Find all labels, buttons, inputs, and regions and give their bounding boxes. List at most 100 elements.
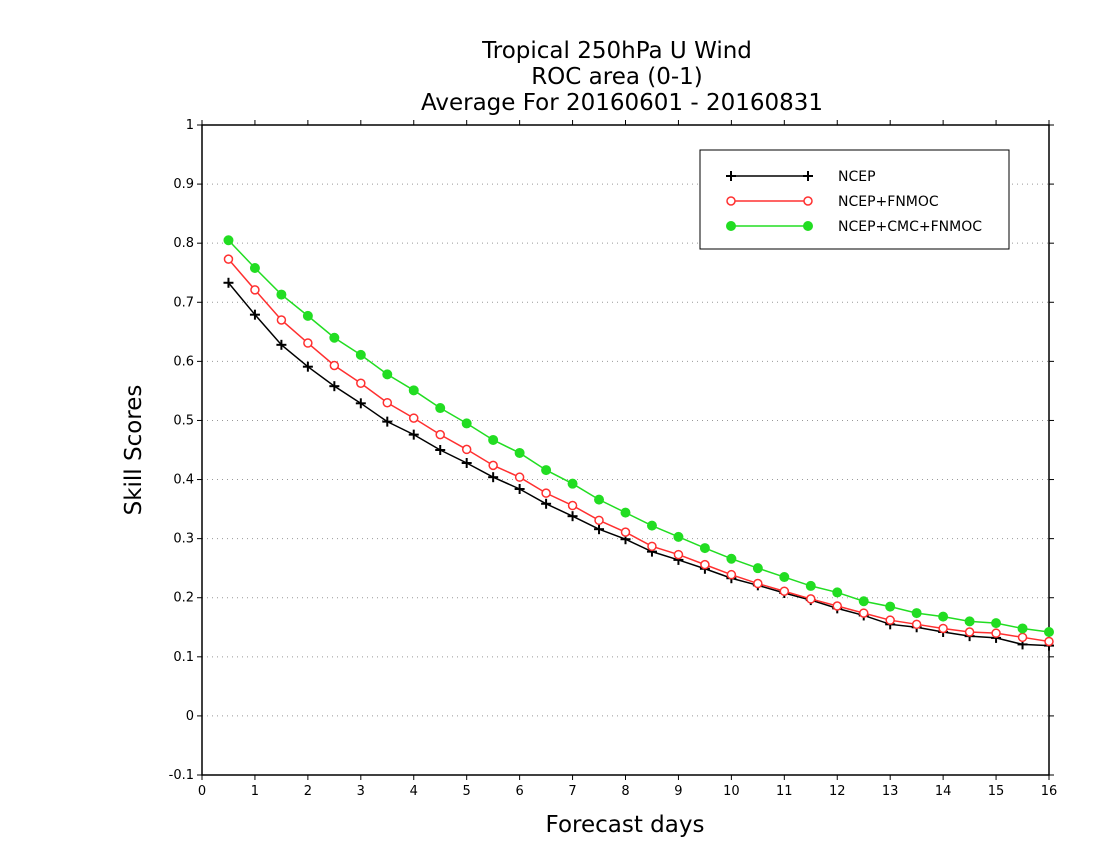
data-point: [276, 289, 287, 300]
data-point: [514, 484, 525, 494]
data-point: [382, 397, 393, 408]
data-point: [514, 447, 525, 458]
y-tick-label: 0.5: [173, 413, 194, 428]
legend-marker: [803, 221, 813, 231]
x-tick-label: 0: [198, 784, 206, 799]
x-tick-label: 2: [304, 784, 312, 799]
data-point: [938, 623, 948, 634]
data-point: [461, 444, 472, 455]
data-point: [673, 531, 684, 542]
y-tick-label: 0.8: [173, 236, 194, 251]
data-point: [223, 235, 234, 246]
y-tick-label: 0.7: [173, 295, 194, 310]
chart-title-line-1: Tropical 250hPa U Wind: [481, 38, 752, 64]
data-point: [408, 429, 419, 440]
x-tick-label: 10: [723, 784, 740, 799]
data-point: [303, 338, 313, 348]
data-point: [991, 618, 1002, 629]
x-tick-label: 3: [357, 784, 365, 799]
data-point: [858, 596, 869, 607]
data-point: [832, 601, 842, 611]
data-point: [832, 587, 843, 598]
data-point: [461, 458, 472, 468]
series-ncep-fnmoc: [223, 254, 1054, 647]
legend-marker: [726, 221, 736, 231]
series-line: [227, 258, 1050, 643]
axis-ticks: -0.100.10.20.30.40.50.60.70.80.910 1 2 3 4 5 6…: [169, 118, 1058, 799]
data-point: [806, 594, 816, 604]
data-point: [461, 418, 472, 429]
series-line: [227, 239, 1050, 633]
data-point: [355, 349, 366, 360]
data-point: [964, 616, 975, 627]
data-point: [541, 465, 552, 476]
series-layer: [223, 235, 1054, 651]
data-point: [329, 381, 340, 392]
data-point: [541, 488, 551, 498]
legend-marker: [726, 171, 736, 181]
x-tick-label: 14: [935, 784, 952, 799]
data-point: [779, 572, 790, 583]
x-tick-label: 13: [882, 784, 899, 799]
data-point: [673, 549, 684, 560]
data-point: [911, 608, 922, 619]
x-tick-label: 1: [251, 784, 259, 799]
data-point: [435, 403, 446, 414]
y-tick-label: 1: [186, 118, 194, 133]
chart-title-line-3: Average For 20160601 - 20160831: [421, 90, 823, 116]
data-point: [302, 361, 313, 372]
series-line: [227, 282, 1050, 647]
y-tick-label: -0.1: [169, 768, 194, 783]
data-point: [753, 578, 763, 589]
data-point: [779, 586, 790, 596]
x-tick-label: 12: [829, 784, 846, 799]
gridlines: [202, 183, 1049, 717]
x-tick-label: 15: [988, 784, 1005, 799]
y-tick-label: 0.6: [173, 354, 194, 369]
data-point: [302, 310, 313, 321]
data-point: [408, 385, 419, 396]
data-point: [541, 498, 552, 509]
legend-marker: [803, 171, 813, 181]
data-point: [594, 515, 604, 526]
data-point: [858, 608, 869, 618]
y-axis-title: Skill Scores: [121, 385, 147, 516]
legend-entry: NCEP: [726, 169, 876, 185]
data-point: [567, 500, 578, 511]
legend-marker: [803, 196, 813, 206]
data-point: [752, 563, 763, 574]
data-point: [620, 527, 631, 537]
data-point: [964, 627, 975, 637]
x-tick-label: 5: [463, 784, 471, 799]
data-point: [1044, 636, 1054, 647]
data-point: [382, 369, 393, 380]
data-point: [276, 339, 287, 350]
x-tick-label: 11: [776, 784, 793, 799]
data-point: [567, 511, 578, 522]
data-point: [594, 494, 605, 505]
data-point: [329, 360, 340, 371]
series-ncep-cmc-fnmoc: [223, 235, 1054, 637]
data-point: [250, 285, 260, 295]
data-point: [249, 309, 260, 320]
data-point: [1044, 627, 1054, 637]
x-tick-label: 4: [410, 784, 418, 799]
data-point: [435, 429, 445, 440]
data-point: [567, 478, 578, 489]
x-tick-label: 16: [1041, 784, 1058, 799]
data-point: [885, 615, 895, 625]
data-point: [594, 524, 605, 535]
data-point: [1017, 632, 1028, 643]
data-point: [435, 445, 446, 455]
legend-label: NCEP+FNMOC: [838, 194, 939, 210]
data-point: [382, 416, 393, 427]
chart-title-line-2: ROC area (0-1): [531, 64, 703, 90]
legend-entry: NCEP+FNMOC: [726, 194, 939, 210]
y-tick-label: 0.1: [173, 650, 194, 665]
data-point: [488, 472, 499, 483]
y-tick-label: 0.3: [173, 532, 194, 547]
data-point: [646, 520, 657, 531]
x-tick-label: 9: [674, 784, 682, 799]
legend-entry: NCEP+CMC+FNMOC: [726, 219, 982, 235]
